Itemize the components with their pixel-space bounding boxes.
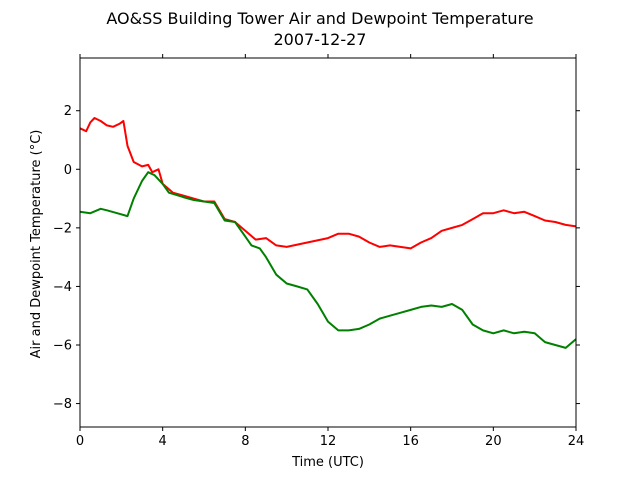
y-tick-label: −8	[53, 397, 72, 412]
x-tick-label: 8	[241, 434, 249, 449]
x-tick-label: 24	[568, 434, 585, 449]
y-tick-label: −4	[53, 280, 72, 295]
chart-title: AO&SS Building Tower Air and Dewpoint Te…	[106, 9, 533, 28]
y-tick-label: −2	[53, 221, 72, 236]
x-tick-label: 0	[76, 434, 84, 449]
x-tick-label: 12	[320, 434, 337, 449]
plot-area: 0 4 8 12 16 20 24 −8 −6 −4 −2 0 2	[53, 54, 584, 449]
x-tick-label: 20	[485, 434, 502, 449]
ticks-layer: 0 4 8 12 16 20 24 −8 −6 −4 −2 0 2	[53, 54, 584, 449]
y-tick-label: 2	[64, 104, 72, 119]
series-line-1	[79, 171, 577, 349]
y-tick-label: −6	[53, 339, 72, 354]
series-layer	[79, 117, 577, 349]
chart-subtitle: 2007-12-27	[274, 30, 367, 49]
x-tick-label: 16	[402, 434, 419, 449]
x-axis-label: Time (UTC)	[291, 455, 364, 470]
plot-frame	[79, 57, 577, 428]
series-line-0	[79, 117, 577, 250]
x-tick-label: 4	[159, 434, 167, 449]
y-tick-label: 0	[64, 163, 72, 178]
y-axis-label: Air and Dewpoint Temperature (°C)	[29, 130, 44, 359]
